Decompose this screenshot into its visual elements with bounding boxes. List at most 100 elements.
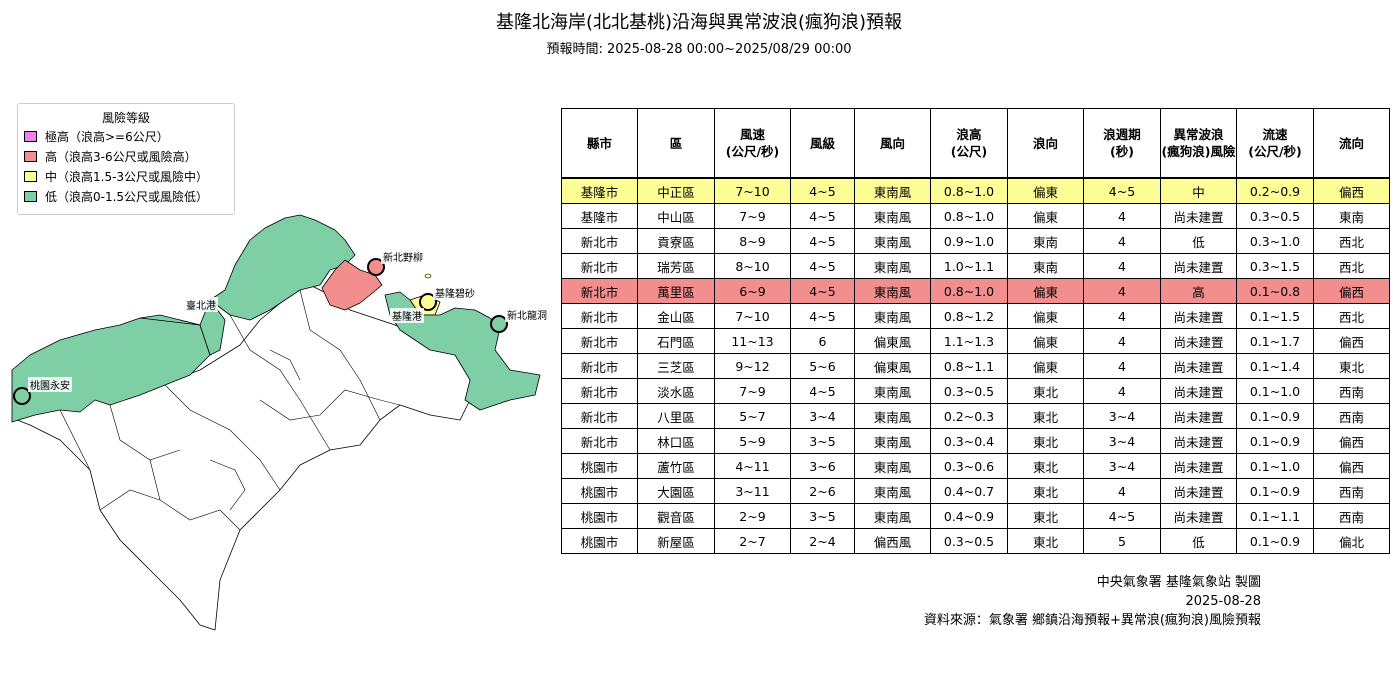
table-cell: 0.3~0.5 [1236,203,1314,229]
table-cell: 東北 [1007,503,1084,529]
table-cell: 尚未建置 [1160,453,1237,479]
table-cell: 新屋區 [637,528,715,554]
legend-item-high: 高（浪高3-6公尺或風險高） [18,146,234,166]
table-cell: 八里區 [637,403,715,429]
forecast-period: 預報時間: 2025-08-28 00:00~2025/08/29 00:00 [546,42,852,57]
table-cell: 偏西 [1313,278,1390,304]
table-cell: 8~10 [714,253,791,279]
table-cell: 4 [1083,378,1161,404]
table-cell: 新北市 [561,378,638,404]
table-cell: 9~12 [714,353,791,379]
table-cell: 0.4~0.9 [930,503,1008,529]
table-cell: 4~5 [790,278,855,304]
keelung-islet [424,273,432,279]
table-cell: 4~5 [790,228,855,254]
table-cell: 林口區 [637,428,715,454]
table-cell: 偏東 [1007,303,1084,329]
table-cell: 桃園市 [561,478,638,504]
table-row: 新北市 貢寮區 8~9 4~5 東南風 0.9~1.0 東南 4 低 0.3~1.0 西北 [561,228,1390,254]
table-cell: 4 [1083,228,1161,254]
table-cell: 偏西風 [854,528,931,554]
table-cell: 偏西 [1313,177,1390,204]
table-cell: 萬里區 [637,278,715,304]
table-cell: 0.2~0.9 [1236,177,1314,204]
table-cell: 4~5 [790,378,855,404]
legend-swatch-extreme [24,130,37,142]
table-cell: 中正區 [637,177,715,204]
legend-swatch-medium [24,170,37,182]
table-cell: 西南 [1313,503,1390,529]
wanli-district [321,259,383,311]
table-row: 新北市 淡水區 7~9 4~5 東南風 0.3~0.5 東北 4 尚未建置 0.1~1.0 西南 [561,378,1390,404]
table-cell: 4~5 [790,177,855,204]
table-cell: 7~9 [714,378,791,404]
table-cell: 東南風 [854,453,931,479]
table-cell: 基隆市 [561,203,638,229]
table-cell: 3~4 [1083,453,1161,479]
table-cell: 5~9 [714,428,791,454]
table-cell: 7~10 [714,177,791,204]
table-cell: 4 [1083,253,1161,279]
table-cell: 8~9 [714,228,791,254]
table-cell: 東南風 [854,403,931,429]
district-border [99,489,161,511]
table-cell: 0.1~1.0 [1236,453,1314,479]
legend-swatch-high [24,150,37,162]
footer-source: 資料來源：氣象署 鄉鎮沿海預報+異常浪(瘋狗浪)風險預報 [923,613,1261,628]
table-cell: 3~5 [790,503,855,529]
yeliu-marker [367,258,385,276]
table-cell: 偏東 [1007,353,1084,379]
map-label-yeliu: 新北野柳 [381,249,425,264]
table-cell: 東南風 [854,303,931,329]
risk-legend: 風險等級 極高（浪高>=6公尺） 高（浪高3-6公尺或風險高） 中（浪高1.5-… [17,103,235,215]
table-cell: 4~5 [790,253,855,279]
table-cell: 0.1~0.9 [1236,403,1314,429]
column-header: 風向 [854,108,931,179]
table-cell: 東北 [1313,353,1390,379]
legend-swatch-low [24,190,37,202]
table-cell: 2~6 [790,478,855,504]
table-cell: 0.3~0.5 [930,378,1008,404]
table-row: 新北市 瑞芳區 8~10 4~5 東南風 1.0~1.1 東南 4 尚未建置 0.3~1.5 西北 [561,253,1390,279]
table-cell: 偏東 [1007,203,1084,229]
table-cell: 5~6 [790,353,855,379]
table-cell: 新北市 [561,303,638,329]
table-cell: 東南風 [854,203,931,229]
table-cell: 6~9 [714,278,791,304]
table-row: 新北市 三芝區 9~12 5~6 偏東風 0.8~1.1 偏東 4 尚未建置 0.1~1.4 東北 [561,353,1390,379]
table-row: 基隆市 中正區 7~10 4~5 東南風 0.8~1.0 偏東 4~5 中 0.2~0.9 偏西 [561,177,1390,204]
table-cell: 尚未建置 [1160,328,1237,354]
table-cell: 0.3~0.5 [930,528,1008,554]
table-cell: 貢寮區 [637,228,715,254]
table-cell: 新北市 [561,278,638,304]
table-cell: 0.3~0.4 [930,428,1008,454]
district-border [59,409,91,471]
table-cell: 0.3~1.5 [1236,253,1314,279]
table-cell: 東北 [1007,378,1084,404]
table-cell: 0.1~0.9 [1236,478,1314,504]
table-cell: 東南風 [854,177,931,204]
footer-date: 2025-08-28 [1185,594,1261,609]
table-cell: 桃園市 [561,528,638,554]
table-cell: 低 [1160,528,1237,554]
coastal-map: 臺北港 新北野柳 基隆碧砂 基隆港 新北龍洞 桃園永安 [0,200,550,640]
district-border [209,459,246,511]
map-label-keelung-port: 基隆港 [390,308,424,323]
legend-label: 極高（浪高>=6公尺） [45,129,169,144]
table-cell: 0.1~0.9 [1236,428,1314,454]
table-cell: 偏東風 [854,328,931,354]
column-header: 浪高 (公尺) [930,108,1008,179]
legend-item-extreme: 極高（浪高>=6公尺） [18,126,234,146]
table-cell: 偏東 [1007,328,1084,354]
legend-title: 風險等級 [101,111,150,125]
table-cell: 東北 [1007,453,1084,479]
table-cell: 三芝區 [637,353,715,379]
table-cell: 東南風 [854,478,931,504]
table-cell: 尚未建置 [1160,478,1237,504]
table-cell: 低 [1160,228,1237,254]
legend-label: 中（浪高1.5-3公尺或風險中） [45,169,209,184]
map-label-longdong: 新北龍洞 [505,307,549,322]
table-cell: 3~4 [790,403,855,429]
map-label-bisha: 基隆碧砂 [433,285,477,300]
table-cell: 0.2~0.3 [930,403,1008,429]
